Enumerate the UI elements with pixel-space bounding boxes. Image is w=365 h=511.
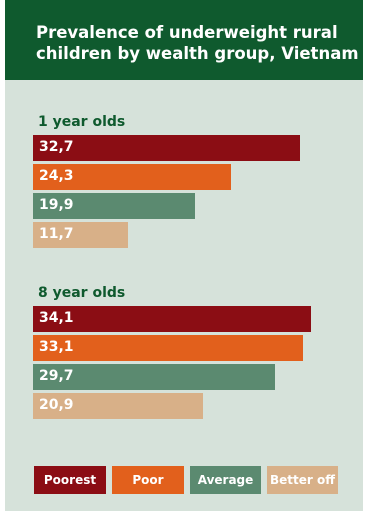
legend-poorest: Poorest	[34, 466, 106, 494]
bar-value-label: 32,7	[39, 139, 74, 155]
chart-title-line-1: Prevalence of underweight rural	[36, 23, 338, 42]
bar-value-label: 29,7	[39, 368, 74, 384]
bar-average: 29,7	[33, 364, 275, 390]
bar-value-label: 11,7	[39, 226, 74, 242]
legend-average: Average	[190, 466, 261, 494]
bar-poorest: 32,7	[33, 135, 300, 161]
bar-poorest: 34,1	[33, 306, 311, 332]
legend-better-off: Better off	[267, 466, 338, 494]
chart-title-line-2: children by wealth group, Vietnam	[36, 44, 359, 63]
bar-average: 19,9	[33, 193, 195, 219]
bar-value-label: 34,1	[39, 310, 74, 326]
chart-panel: Prevalence of underweight rural children…	[5, 0, 363, 511]
bar-better-off: 11,7	[33, 222, 128, 248]
bar-better-off: 20,9	[33, 393, 203, 419]
chart-title: Prevalence of underweight rural children…	[36, 22, 360, 64]
bar-poor: 33,1	[33, 335, 303, 361]
group-label-8-year-olds: 8 year olds	[38, 285, 126, 301]
group-label-1-year-olds: 1 year olds	[38, 114, 126, 130]
bar-value-label: 24,3	[39, 168, 74, 184]
bar-value-label: 19,9	[39, 197, 74, 213]
chart-header: Prevalence of underweight rural children…	[5, 0, 363, 80]
bar-value-label: 33,1	[39, 339, 74, 355]
bar-poor: 24,3	[33, 164, 231, 190]
bar-value-label: 20,9	[39, 397, 74, 413]
legend-poor: Poor	[112, 466, 184, 494]
